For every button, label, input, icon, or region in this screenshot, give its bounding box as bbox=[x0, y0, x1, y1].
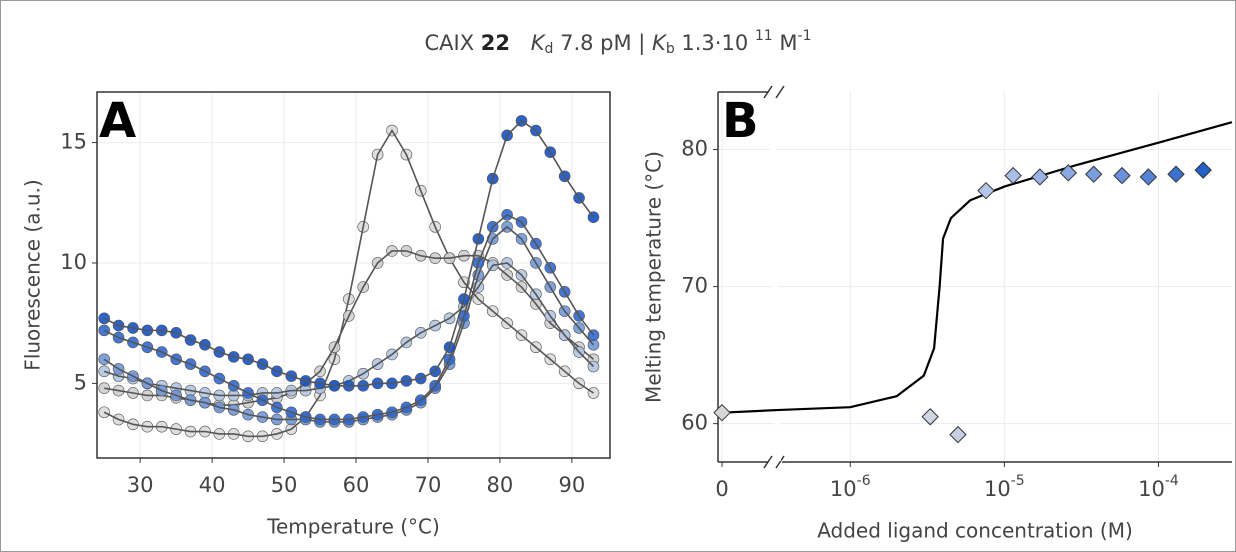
x-axis-label: Temperature (°C) bbox=[266, 515, 440, 539]
x-tick-label: 50 bbox=[271, 473, 298, 497]
tick-base: 10 bbox=[830, 477, 857, 501]
x-tick-label: 0 bbox=[715, 477, 728, 501]
fit-line bbox=[103, 213, 595, 421]
panel-letter: B bbox=[722, 93, 759, 149]
data-point bbox=[1194, 161, 1212, 179]
y-tick-label: 70 bbox=[681, 274, 708, 298]
tick-exponent: -6 bbox=[857, 473, 871, 489]
fit-line bbox=[103, 128, 594, 438]
title-part: 1.3·10 bbox=[681, 31, 748, 55]
y-tick-label: 5 bbox=[74, 370, 87, 394]
title-part: M bbox=[779, 31, 797, 55]
x-tick-label: 10-6 bbox=[830, 473, 871, 501]
title-part: b bbox=[666, 41, 675, 57]
x-tick-label: 30 bbox=[127, 473, 154, 497]
title-part: d bbox=[545, 41, 554, 57]
y-axis-label: Melting temperature (°C) bbox=[642, 151, 666, 403]
gap-mask bbox=[769, 92, 781, 462]
title-part: K bbox=[531, 31, 547, 55]
x-tick-label: 80 bbox=[487, 473, 514, 497]
title-part: -1 bbox=[798, 28, 812, 44]
panel-letter: A bbox=[99, 93, 136, 149]
title-part: 11 bbox=[755, 28, 773, 44]
data-point bbox=[1139, 168, 1158, 186]
data-point bbox=[977, 181, 995, 200]
data-point bbox=[1113, 166, 1131, 185]
data-point bbox=[1031, 168, 1049, 186]
x-tick-label: 60 bbox=[343, 473, 370, 497]
y-tick-label: 80 bbox=[681, 137, 708, 161]
fit-line bbox=[103, 119, 595, 387]
y-tick-label: 10 bbox=[60, 250, 87, 274]
tick-base: 10 bbox=[984, 477, 1011, 501]
data-point bbox=[1085, 165, 1103, 183]
x-tick-label: 90 bbox=[558, 473, 585, 497]
tick-exponent: -5 bbox=[1011, 473, 1025, 489]
figure-title: CAIX 22 Kd 7.8 pM | Kb 1.3·10 11 M-1 bbox=[425, 23, 812, 60]
title-part: 22 bbox=[481, 31, 510, 55]
tick-exponent: -4 bbox=[1165, 473, 1179, 489]
data-point bbox=[713, 403, 731, 422]
data-point bbox=[921, 408, 939, 426]
data-point bbox=[1059, 164, 1078, 182]
x-tick-label: 70 bbox=[415, 473, 442, 497]
data-point bbox=[949, 425, 967, 444]
y-tick-label: 15 bbox=[60, 130, 87, 154]
data-point bbox=[1167, 165, 1185, 183]
title-part: CAIX bbox=[425, 31, 475, 55]
x-tick-label: 10-5 bbox=[984, 473, 1025, 501]
y-axis-label: Fluorescence (a.u.) bbox=[21, 179, 45, 370]
x-tick-label: 10-4 bbox=[1138, 473, 1179, 501]
title-part: K bbox=[652, 31, 668, 55]
y-tick-label: 60 bbox=[681, 411, 708, 435]
x-axis-label: Added ligand concentration (M) bbox=[817, 519, 1133, 543]
data-point bbox=[1004, 166, 1022, 185]
title-part: 7.8 pM | bbox=[560, 31, 652, 56]
tick-base: 10 bbox=[1138, 477, 1165, 501]
x-tick-label: 40 bbox=[199, 473, 226, 497]
plot-frame bbox=[96, 91, 611, 459]
